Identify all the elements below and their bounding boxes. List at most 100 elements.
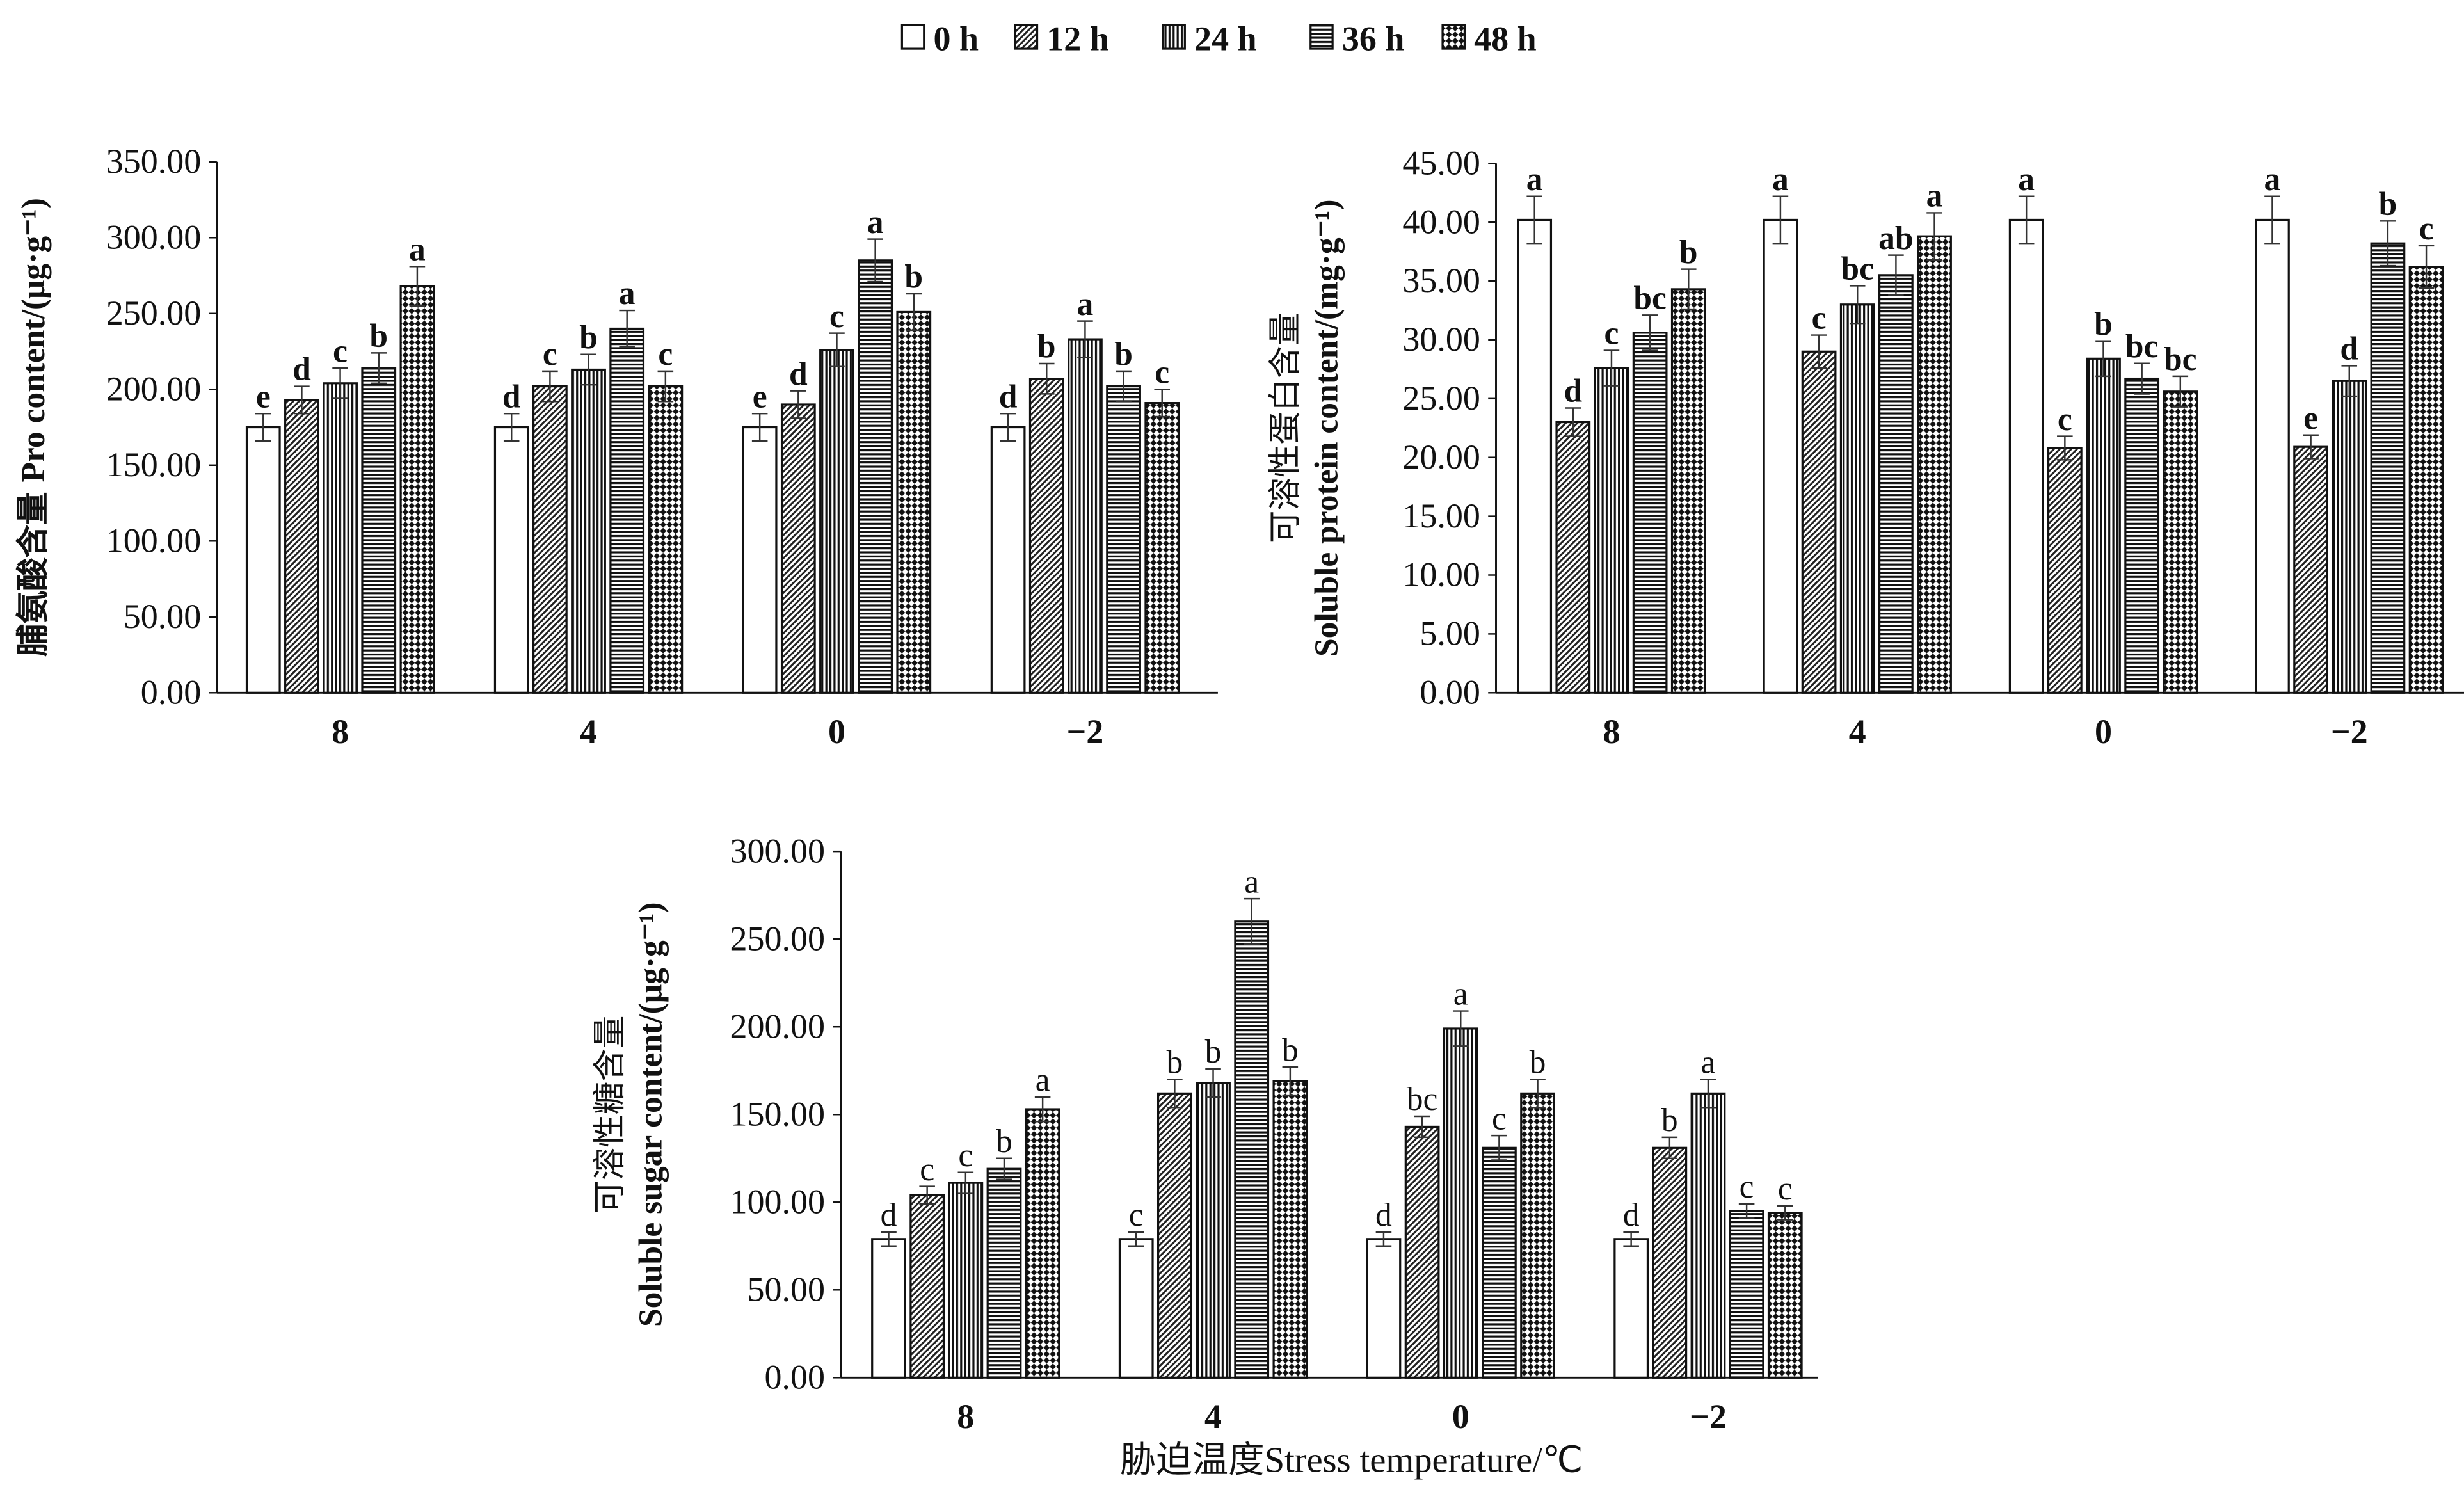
significance-letter: b bbox=[1679, 234, 1698, 271]
bar bbox=[1366, 1238, 1402, 1379]
y-tick-label: 150.00 bbox=[106, 445, 202, 484]
significance-letter: c bbox=[920, 1151, 934, 1188]
y-axis-title-cn: 可溶性糖含量 bbox=[592, 1016, 628, 1214]
legend-label: 48 h bbox=[1474, 20, 1537, 58]
significance-letter: a bbox=[867, 204, 884, 241]
bar bbox=[2008, 218, 2044, 694]
bar bbox=[1652, 1146, 1688, 1379]
legend-swatch-1 bbox=[1014, 24, 1039, 50]
y-tick-label: 5.00 bbox=[1420, 614, 1480, 653]
significance-letter: a bbox=[1772, 161, 1789, 198]
significance-letter: a bbox=[1926, 178, 1943, 214]
significance-letter: a bbox=[1077, 286, 1094, 323]
y-axis-title-en: Pro content/(μg·g⁻¹) bbox=[15, 198, 52, 482]
bar bbox=[1272, 1080, 1308, 1379]
bar bbox=[493, 426, 529, 694]
bar bbox=[1404, 1125, 1440, 1379]
significance-letter: b bbox=[1530, 1045, 1546, 1081]
legend-label: 24 h bbox=[1194, 20, 1257, 58]
bar bbox=[1520, 1092, 1555, 1379]
significance-letter: c bbox=[2058, 401, 2072, 438]
y-tick-label: 250.00 bbox=[730, 919, 826, 958]
y-tick-label: 0.00 bbox=[141, 673, 202, 711]
significance-letter: b bbox=[2379, 186, 2397, 222]
y-tick-label: 40.00 bbox=[1402, 202, 1480, 241]
bar bbox=[1106, 385, 1141, 694]
significance-letter: bc bbox=[1633, 280, 1667, 317]
y-tick-label: 20.00 bbox=[1402, 438, 1480, 476]
legend-swatch-3 bbox=[1309, 24, 1334, 50]
significance-letter: c bbox=[1155, 354, 1169, 390]
y-tick-label: 200.00 bbox=[106, 369, 202, 408]
bar bbox=[1917, 235, 1952, 694]
legend-swatch-4 bbox=[1441, 24, 1466, 50]
significance-letter: b bbox=[1282, 1032, 1299, 1068]
significance-letter: d bbox=[1564, 373, 1582, 410]
y-tick-label: 150.00 bbox=[730, 1095, 826, 1133]
y-tick-label: 35.00 bbox=[1402, 261, 1480, 300]
bar bbox=[609, 327, 645, 694]
y-axis-title: 脯氨酸含量 Pro content/(μg·g⁻¹) bbox=[15, 198, 52, 657]
bar bbox=[1196, 1082, 1231, 1379]
bar bbox=[858, 259, 893, 694]
y-tick-label: 25.00 bbox=[1402, 379, 1480, 417]
bar bbox=[2163, 390, 2198, 694]
y-tick-label: 300.00 bbox=[730, 831, 826, 870]
significance-letter: c bbox=[1604, 316, 1619, 352]
significance-letter: b bbox=[904, 259, 923, 295]
significance-letter: a bbox=[1453, 976, 1468, 1013]
significance-letter: c bbox=[958, 1137, 973, 1174]
bar bbox=[1763, 218, 1798, 694]
significance-letter: c bbox=[1740, 1169, 1754, 1205]
significance-letter: e bbox=[753, 378, 767, 415]
significance-letter: bc bbox=[1407, 1081, 1438, 1118]
significance-letter: b bbox=[996, 1123, 1012, 1160]
significance-letter: d bbox=[789, 356, 808, 392]
significance-letter: bc bbox=[2125, 328, 2159, 365]
bar bbox=[909, 1194, 945, 1379]
y-tick-label: 0.00 bbox=[1420, 673, 1480, 711]
x-tick-label: 8 bbox=[957, 1397, 974, 1436]
significance-letter: a bbox=[1526, 161, 1543, 198]
bar bbox=[2124, 377, 2160, 694]
bar bbox=[1690, 1092, 1726, 1379]
y-axis-title-cn: 脯氨酸含量 bbox=[15, 492, 52, 657]
significance-letter: d bbox=[881, 1197, 897, 1233]
bar bbox=[2293, 445, 2328, 694]
bar bbox=[2408, 266, 2444, 694]
bar bbox=[1068, 338, 1103, 694]
chart-soluble-protein: 0.005.0010.0015.0020.0025.0030.0035.0040… bbox=[1268, 143, 2464, 751]
bar bbox=[2047, 447, 2083, 694]
y-axis-title: Soluble protein content/(mg·g⁻¹) bbox=[1308, 200, 1345, 657]
chart-soluble-sugar: 0.00 50.00 100.00 150.00 200.00 250.00 300.00 可… bbox=[592, 831, 1818, 1436]
bar bbox=[284, 399, 319, 694]
y-axis-title: Soluble sugar content/(μg·g⁻¹) bbox=[633, 902, 669, 1327]
significance-letter: c bbox=[1129, 1197, 1144, 1233]
bar bbox=[1632, 332, 1668, 694]
significance-letter: d bbox=[502, 378, 521, 415]
x-tick-label: −2 bbox=[2331, 712, 2368, 751]
bar bbox=[896, 310, 932, 694]
x-tick-label: 0 bbox=[1452, 1397, 1469, 1436]
significance-letter: d bbox=[1623, 1197, 1640, 1233]
bar bbox=[1839, 303, 1875, 694]
significance-letter: a bbox=[1701, 1045, 1716, 1081]
bar bbox=[780, 403, 816, 694]
x-tick-label: 8 bbox=[1603, 712, 1620, 751]
significance-letter: d bbox=[292, 351, 311, 388]
significance-letter: b bbox=[579, 319, 598, 356]
significance-letter: b bbox=[1166, 1045, 1183, 1081]
bar bbox=[1767, 1212, 1803, 1379]
y-tick-label: 45.00 bbox=[1402, 143, 1480, 182]
y-tick-label: 50.00 bbox=[124, 597, 202, 636]
bar bbox=[990, 426, 1026, 694]
significance-letter: b bbox=[1037, 328, 1056, 365]
significance-letter: b bbox=[1661, 1102, 1678, 1139]
x-tick-label: −2 bbox=[1067, 712, 1104, 751]
bar bbox=[742, 426, 778, 694]
significance-letter: a bbox=[2264, 161, 2281, 198]
bar bbox=[1801, 350, 1837, 694]
significance-letter: e bbox=[256, 378, 271, 415]
bar bbox=[1157, 1092, 1192, 1379]
y-axis-title-cn: 可溶性蛋白含量 bbox=[1268, 312, 1304, 543]
